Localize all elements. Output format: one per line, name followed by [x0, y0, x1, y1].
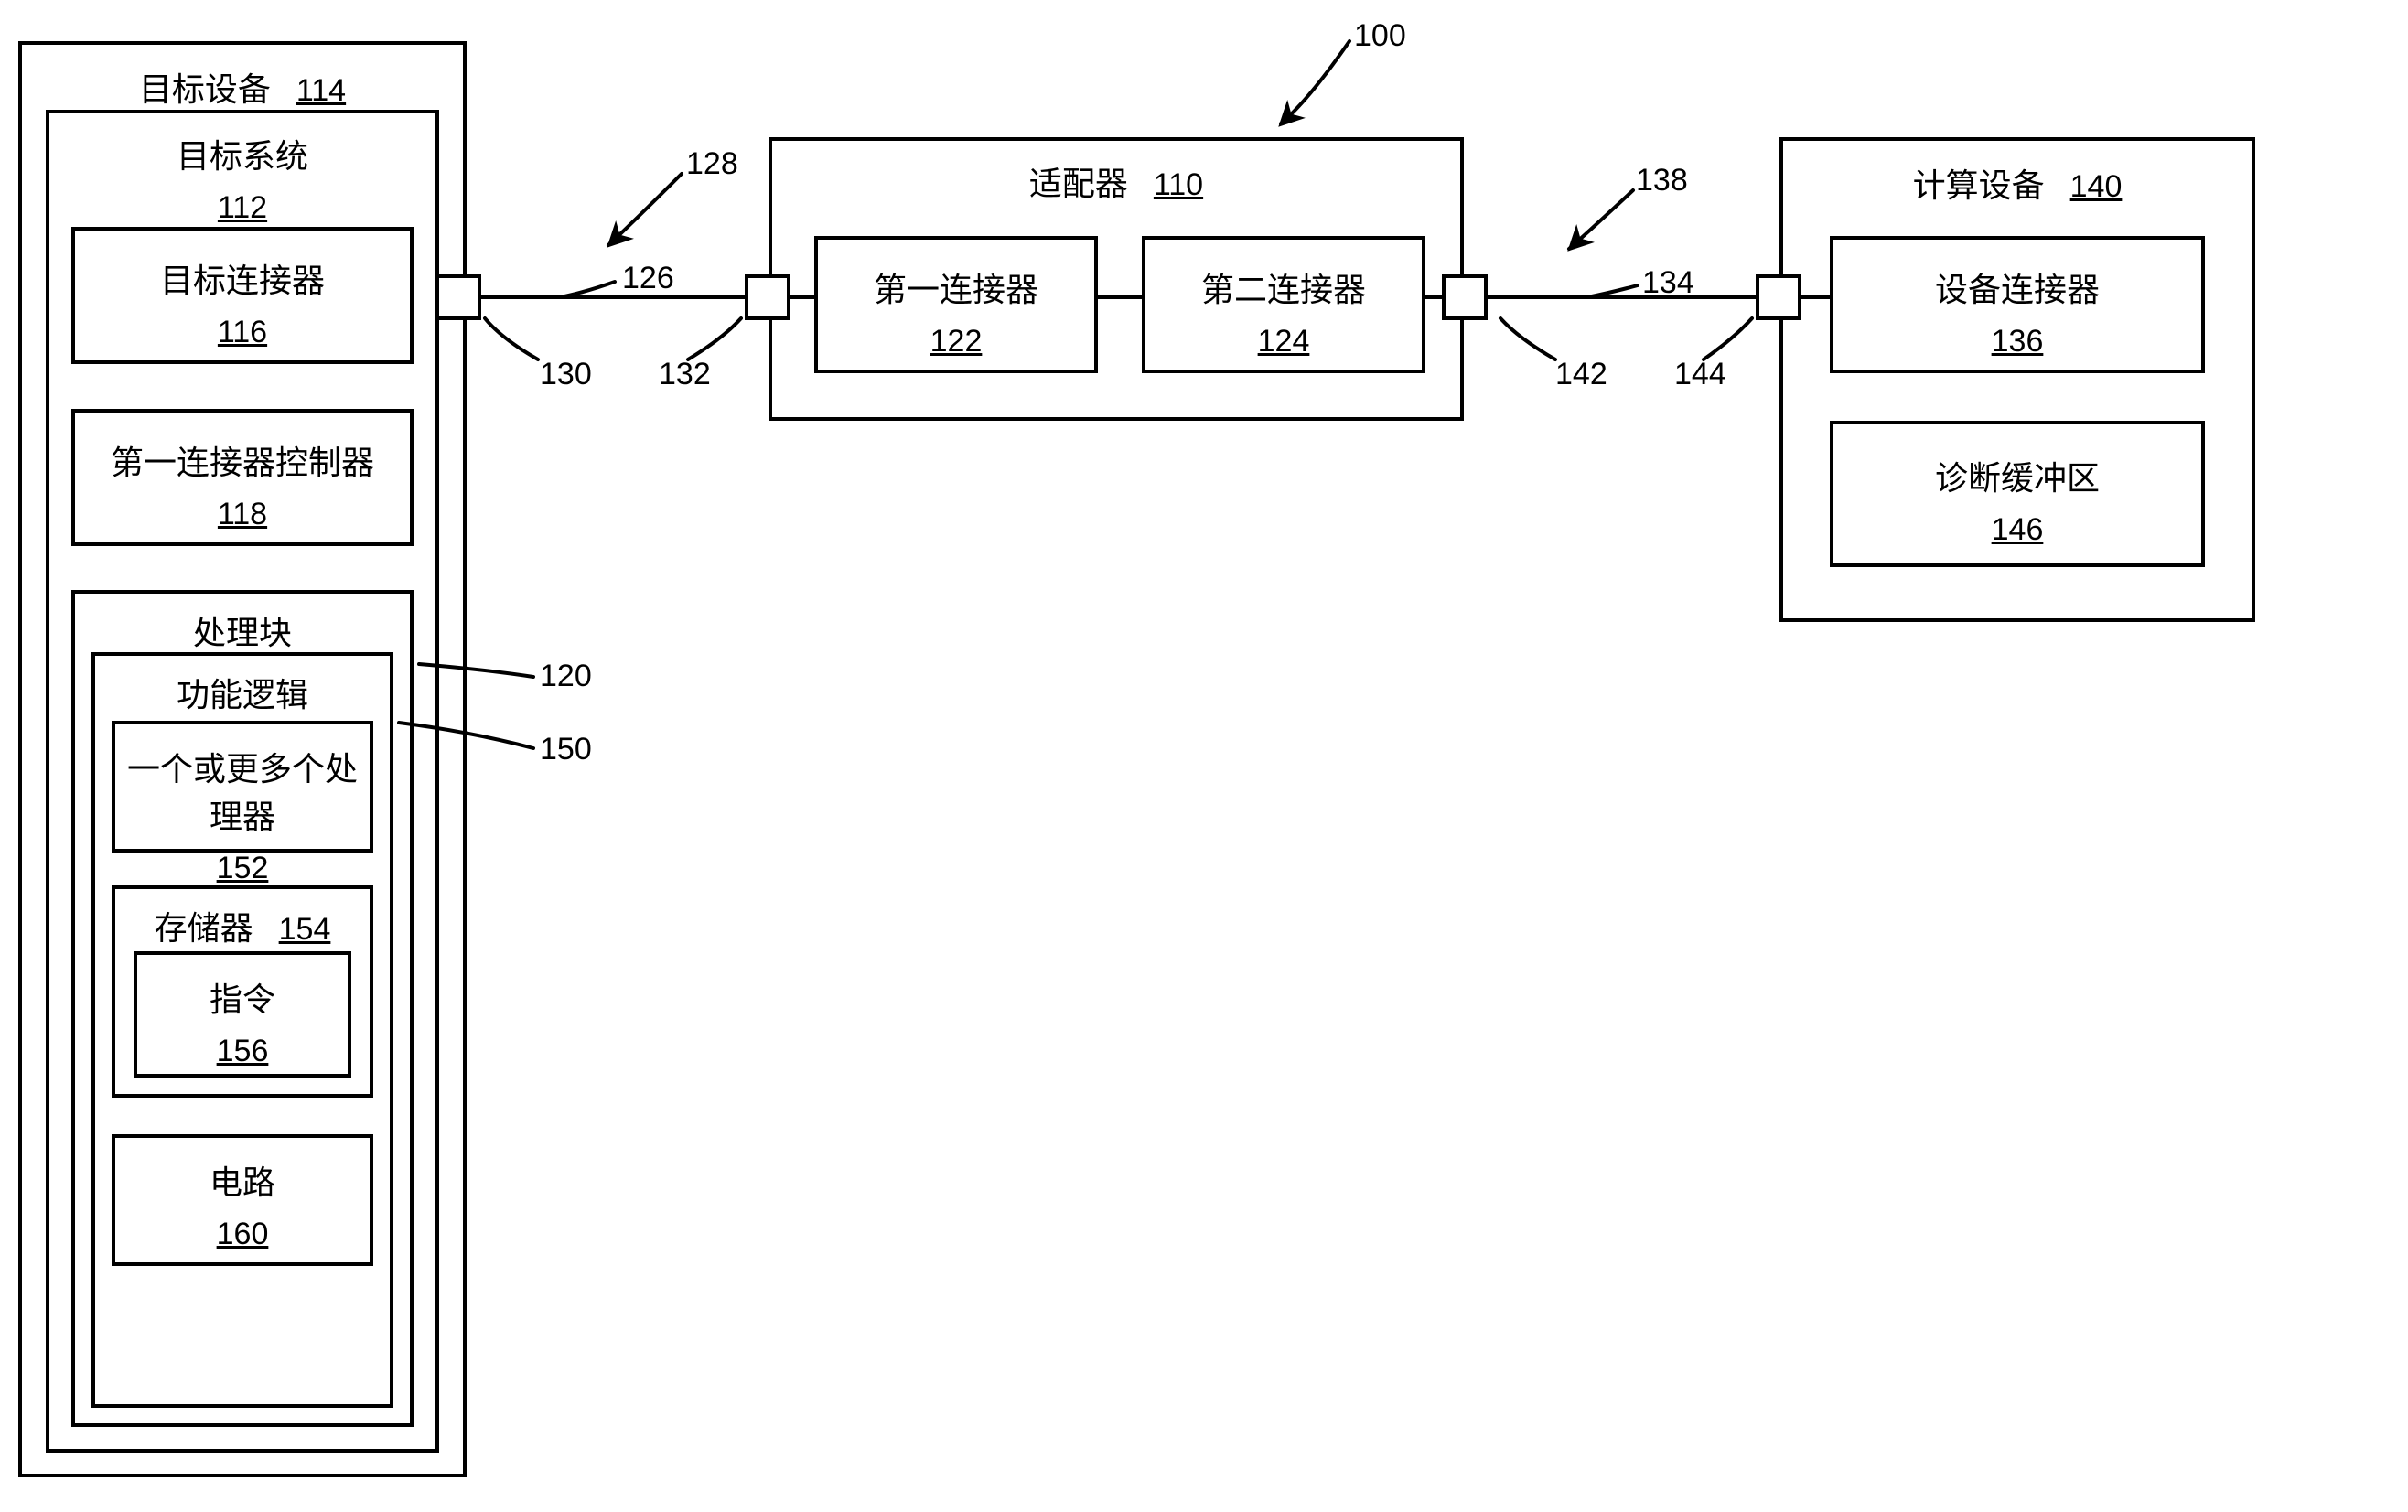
- box-title-second_connector_a: 第二连接器 124: [1145, 263, 1422, 359]
- box-ref-instruction: 156: [217, 1034, 269, 1069]
- box-ref-target_device: 114: [296, 73, 346, 109]
- leader-lc128: [599, 165, 691, 256]
- callout-c128: 128: [686, 146, 738, 182]
- port-p_adapter_right: [1442, 274, 1488, 320]
- box-label-instruction: 指令: [210, 973, 275, 1021]
- leader-lc134: [1578, 276, 1647, 309]
- box-ref-adapter: 110: [1154, 167, 1203, 203]
- box-device_connector: 设备连接器 136: [1830, 236, 2205, 373]
- box-label-first_connector_a: 第一连接器: [874, 263, 1038, 311]
- box-label-processors: 一个或更多个处理器: [115, 743, 370, 838]
- box-title-device_connector: 设备连接器 136: [1833, 263, 2201, 359]
- callout-c130: 130: [540, 357, 592, 392]
- line-l_first_second: [1098, 295, 1142, 299]
- box-label-second_connector_a: 第二连接器: [1201, 263, 1366, 311]
- box-title-memory: 存储器 154: [115, 902, 370, 949]
- box-diag_buffer: 诊断缓冲区 146: [1830, 421, 2205, 567]
- leader-lc130: [476, 309, 547, 369]
- box-processors: 一个或更多个处理器152: [112, 721, 373, 853]
- port-p_device_left: [1756, 274, 1801, 320]
- box-title-diag_buffer: 诊断缓冲区 146: [1833, 452, 2201, 548]
- callout-c100: 100: [1354, 18, 1406, 54]
- box-label-target_connector: 目标连接器: [160, 254, 325, 302]
- box-first_controller: 第一连接器控制器 118: [71, 409, 414, 546]
- box-label-target_system: 目标系统: [177, 130, 308, 177]
- line-l_adapter_device: [1488, 295, 1756, 299]
- line-l_second_out: [1425, 295, 1442, 299]
- diagram-canvas: 目标设备 114 目标系统 112 目标连接器 116 第一连接器控制器 118 处理块功能逻辑…: [0, 0, 2408, 1512]
- callout-c142: 142: [1555, 357, 1607, 392]
- box-instruction: 指令 156: [134, 951, 351, 1078]
- box-target_connector: 目标连接器 116: [71, 227, 414, 364]
- box-ref-target_connector: 116: [218, 315, 267, 350]
- callout-c138: 138: [1636, 163, 1688, 198]
- box-ref-memory: 154: [279, 912, 331, 948]
- box-circuit: 电路 160: [112, 1134, 373, 1266]
- box-label-functional_logic: 功能逻辑: [177, 669, 308, 716]
- arrowhead-a128: [600, 218, 637, 254]
- box-title-target_connector: 目标连接器 116: [75, 254, 410, 350]
- box-title-functional_logic: 功能逻辑: [95, 669, 390, 716]
- line-l_target_adapter: [481, 295, 745, 299]
- box-ref-processors: 152: [217, 851, 269, 886]
- box-ref-second_connector_a: 124: [1258, 324, 1310, 359]
- box-title-adapter: 适配器 110: [772, 157, 1460, 205]
- box-ref-circuit: 160: [217, 1217, 269, 1252]
- box-label-memory: 存储器: [155, 902, 253, 949]
- box-label-adapter: 适配器: [1029, 157, 1128, 205]
- line-l_device_in: [1801, 295, 1830, 299]
- box-title-processors: 一个或更多个处理器 152: [115, 743, 370, 886]
- box-title-first_connector_a: 第一连接器 122: [818, 263, 1094, 359]
- box-first_connector_a: 第一连接器 122: [814, 236, 1098, 373]
- box-title-target_system: 目标系统 112: [49, 130, 435, 226]
- line-l_adapter_first: [790, 295, 814, 299]
- callout-c120: 120: [540, 659, 592, 694]
- box-second_connector_a: 第二连接器 124: [1142, 236, 1425, 373]
- box-ref-target_system: 112: [218, 190, 267, 226]
- arrowhead-a138: [1561, 221, 1597, 258]
- box-label-first_controller: 第一连接器控制器: [111, 436, 374, 484]
- box-label-processing_block: 处理块: [193, 606, 292, 654]
- leader-lc126: [551, 273, 624, 309]
- leader-lc138: [1560, 181, 1642, 258]
- callout-c150: 150: [540, 732, 592, 767]
- box-ref-first_connector_a: 122: [930, 324, 983, 359]
- box-title-processing_block: 处理块: [75, 606, 410, 654]
- box-ref-diag_buffer: 146: [1992, 512, 2044, 548]
- box-title-instruction: 指令 156: [137, 973, 348, 1069]
- box-title-first_controller: 第一连接器控制器 118: [75, 436, 410, 532]
- box-label-diag_buffer: 诊断缓冲区: [1935, 452, 2100, 499]
- box-title-computing_device: 计算设备 140: [1783, 159, 2252, 207]
- box-ref-first_controller: 118: [218, 497, 267, 532]
- leader-lc142: [1491, 309, 1564, 369]
- port-p_target_out: [435, 274, 481, 320]
- box-label-circuit: 电路: [210, 1156, 275, 1204]
- callout-c126: 126: [622, 261, 674, 296]
- box-label-target_device: 目标设备: [139, 63, 271, 111]
- box-title-target_device: 目标设备 114: [22, 63, 463, 111]
- leader-lc100: [1272, 32, 1363, 133]
- arrowhead-a100: [1272, 97, 1308, 134]
- box-label-device_connector: 设备连接器: [1935, 263, 2100, 311]
- callout-c134: 134: [1642, 265, 1694, 301]
- port-p_adapter_left: [745, 274, 790, 320]
- box-ref-computing_device: 140: [2070, 169, 2123, 205]
- callout-c144: 144: [1674, 357, 1726, 392]
- box-ref-device_connector: 136: [1992, 324, 2044, 359]
- box-label-computing_device: 计算设备: [1913, 159, 2045, 207]
- callout-c132: 132: [659, 357, 711, 392]
- box-title-circuit: 电路 160: [115, 1156, 370, 1252]
